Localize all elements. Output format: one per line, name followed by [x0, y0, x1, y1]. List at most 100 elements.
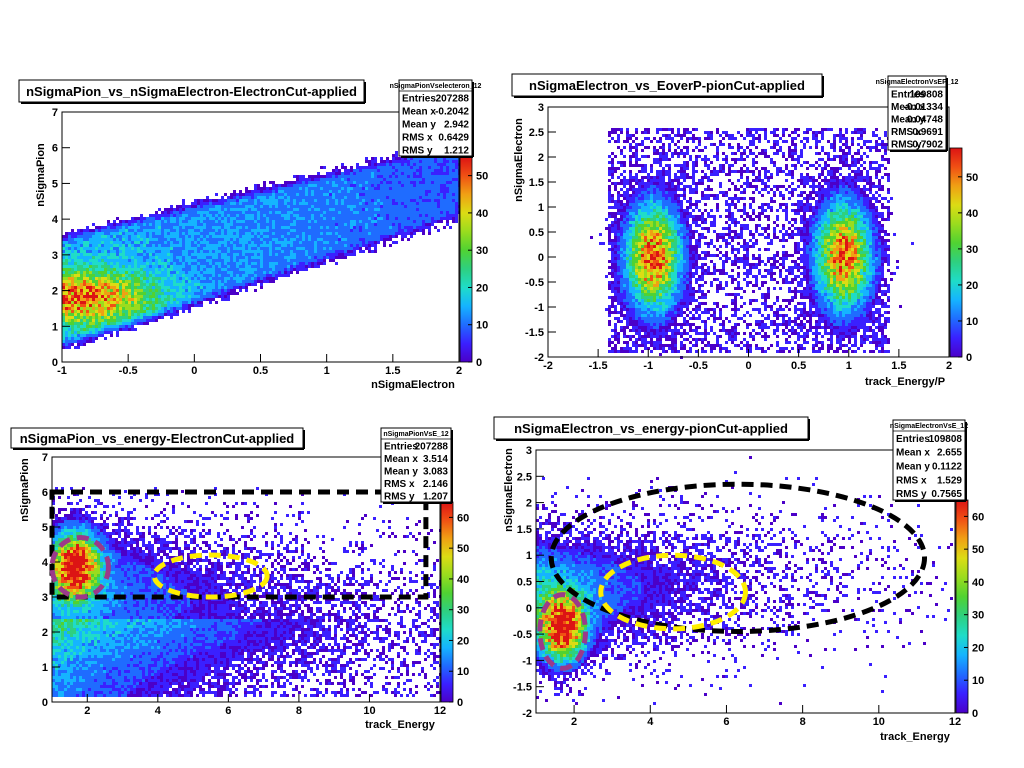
- heatmap-cell: [305, 217, 308, 220]
- heatmap-cell: [215, 238, 218, 241]
- heatmap-cell: [245, 208, 248, 211]
- heatmap-cell: [281, 223, 284, 226]
- heatmap-cell: [269, 190, 272, 193]
- heatmap-cell: [263, 217, 266, 220]
- heatmap-cell: [392, 220, 395, 223]
- heatmap-cell: [239, 250, 242, 253]
- heatmap-cell: [368, 247, 371, 250]
- heatmap-cell: [263, 244, 266, 247]
- heatmap-cell: [161, 244, 164, 247]
- heatmap-cell: [380, 229, 383, 232]
- heatmap-cell: [323, 214, 326, 217]
- heatmap-cell: [134, 250, 137, 253]
- heatmap-cell: [377, 226, 380, 229]
- heatmap-cell: [161, 226, 164, 229]
- heatmap-cell: [386, 229, 389, 232]
- heatmap-cell: [116, 229, 119, 232]
- heatmap-cell: [290, 199, 293, 202]
- heatmap-cell: [308, 220, 311, 223]
- heatmap-cell: [353, 169, 356, 172]
- heatmap-cell: [182, 235, 185, 238]
- heatmap-cell: [305, 241, 308, 244]
- heatmap-cell: [125, 229, 128, 232]
- heatmap-cell: [410, 169, 413, 172]
- heatmap-cell: [266, 193, 269, 196]
- heatmap-cell: [239, 199, 242, 202]
- heatmap-cell: [356, 232, 359, 235]
- heatmap-cell: [311, 199, 314, 202]
- heatmap-cell: [347, 217, 350, 220]
- heatmap-cell: [374, 184, 377, 187]
- heatmap-cell: [176, 214, 179, 217]
- heatmap-cell: [410, 202, 413, 205]
- heatmap-cell: [245, 220, 248, 223]
- heatmap-cell: [293, 175, 296, 178]
- heatmap-cell: [326, 178, 329, 181]
- heatmap-cell: [86, 247, 89, 250]
- heatmap-cell: [122, 247, 125, 250]
- heatmap-cell: [368, 235, 371, 238]
- heatmap-cell: [338, 211, 341, 214]
- heatmap-cell: [239, 247, 242, 250]
- heatmap-cell: [431, 196, 434, 199]
- heatmap-cell: [248, 208, 251, 211]
- heatmap-cell: [320, 187, 323, 190]
- heatmap-cell: [425, 163, 428, 166]
- heatmap-cell: [263, 232, 266, 235]
- heatmap-cell: [350, 166, 353, 169]
- heatmap-cell: [371, 202, 374, 205]
- heatmap-cell: [311, 241, 314, 244]
- heatmap-cell: [206, 202, 209, 205]
- heatmap-cell: [281, 211, 284, 214]
- heatmap-cell: [149, 250, 152, 253]
- heatmap-cell: [206, 238, 209, 241]
- heatmap-cell: [389, 172, 392, 175]
- heatmap-cell: [335, 178, 338, 181]
- heatmap-cell: [416, 166, 419, 169]
- heatmap-cell: [455, 175, 458, 178]
- heatmap-cell: [347, 247, 350, 250]
- heatmap-cell: [287, 250, 290, 253]
- heatmap-cell: [401, 223, 404, 226]
- heatmap-cell: [170, 238, 173, 241]
- heatmap-cell: [272, 241, 275, 244]
- heatmap-cell: [335, 205, 338, 208]
- heatmap-cell: [308, 223, 311, 226]
- heatmap-cell: [305, 247, 308, 250]
- heatmap-cell: [299, 244, 302, 247]
- heatmap-cell: [176, 247, 179, 250]
- heatmap-cell: [176, 205, 179, 208]
- heatmap-cell: [335, 214, 338, 217]
- heatmap-cell: [77, 229, 80, 232]
- heatmap-cell: [254, 199, 257, 202]
- heatmap-cell: [398, 169, 401, 172]
- heatmap-cell: [251, 205, 254, 208]
- heatmap-cell: [203, 208, 206, 211]
- heatmap-cell: [200, 205, 203, 208]
- heatmap-cell: [311, 175, 314, 178]
- heatmap-cell: [407, 208, 410, 211]
- heatmap-cell: [425, 220, 428, 223]
- heatmap-cell: [86, 229, 89, 232]
- heatmap-cell: [359, 175, 362, 178]
- heatmap-cell: [227, 223, 230, 226]
- heatmap-cell: [260, 208, 263, 211]
- heatmap-cell: [380, 175, 383, 178]
- heatmap-cell: [167, 244, 170, 247]
- heatmap-cell: [110, 244, 113, 247]
- heatmap-cell: [365, 232, 368, 235]
- heatmap-cell: [179, 205, 182, 208]
- heatmap-cell: [242, 247, 245, 250]
- heatmap-cell: [344, 214, 347, 217]
- heatmap-cell: [290, 241, 293, 244]
- heatmap-cell: [389, 178, 392, 181]
- heatmap-cell: [371, 169, 374, 172]
- heatmap-cell: [248, 241, 251, 244]
- heatmap-cell: [284, 208, 287, 211]
- heatmap-cell: [419, 208, 422, 211]
- heatmap-cell: [329, 178, 332, 181]
- heatmap-cell: [326, 211, 329, 214]
- heatmap-cell: [407, 175, 410, 178]
- heatmap-cell: [251, 232, 254, 235]
- heatmap-cell: [347, 175, 350, 178]
